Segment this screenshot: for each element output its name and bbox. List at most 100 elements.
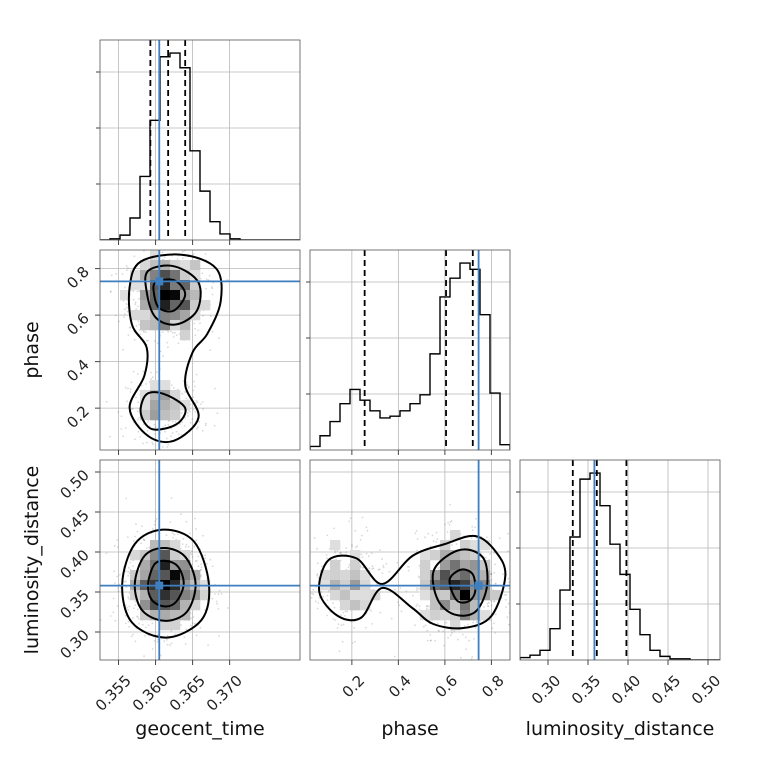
density-content <box>100 250 300 450</box>
scatter-point <box>109 435 111 438</box>
scatter-point <box>429 639 432 642</box>
scatter-point <box>317 576 320 579</box>
scatter-point <box>490 573 492 575</box>
density-bin <box>440 560 451 571</box>
scatter-point <box>154 433 156 436</box>
scatter-point <box>416 549 418 552</box>
scatter-point <box>190 624 193 627</box>
scatter-point <box>120 428 123 430</box>
scatter-point <box>143 330 146 333</box>
scatter-point <box>320 591 323 593</box>
scatter-point <box>486 602 489 605</box>
scatter-point <box>195 400 198 402</box>
scatter-point <box>368 567 371 570</box>
density-bin <box>440 570 451 581</box>
scatter-point <box>316 607 319 610</box>
scatter-point <box>175 538 178 541</box>
density-bin <box>150 540 161 551</box>
density-bin <box>150 390 161 401</box>
scatter-point <box>340 624 343 627</box>
scatter-point <box>127 570 130 573</box>
scatter-point <box>359 566 362 569</box>
density-bin <box>150 270 161 281</box>
scatter-point <box>361 556 364 558</box>
frame-hist-phase <box>309 249 511 451</box>
scatter-point <box>187 415 189 417</box>
scatter-point <box>140 542 143 545</box>
scatter-point <box>184 416 186 419</box>
density-bin <box>170 280 181 291</box>
scatter-point <box>204 554 206 557</box>
density-bin <box>160 550 171 561</box>
scatter-point <box>494 582 497 585</box>
scatter-point <box>180 513 183 516</box>
scatter-point <box>399 587 402 589</box>
scatter-point <box>206 562 208 565</box>
scatter-point <box>178 433 181 436</box>
density-bin <box>190 260 201 271</box>
scatter-point <box>185 520 188 523</box>
scatter-point <box>200 566 203 569</box>
scatter-point <box>187 545 190 548</box>
density-bin <box>420 610 431 621</box>
density-bin <box>130 270 141 281</box>
scatter-point <box>132 540 135 543</box>
scatter-point <box>398 604 400 607</box>
scatter-point <box>382 564 385 567</box>
hist-steps-phase <box>310 262 510 450</box>
scatter-point <box>205 278 208 281</box>
scatter-point <box>311 592 313 595</box>
scatter-point <box>118 320 120 323</box>
density-bin <box>160 540 171 551</box>
scatter-point <box>487 601 490 604</box>
scatter-point <box>129 326 132 329</box>
density-bin <box>140 410 151 421</box>
scatter-point <box>134 535 136 538</box>
scatter-point <box>218 635 220 637</box>
contour-level-0 <box>121 528 211 639</box>
scatter-point <box>503 594 506 596</box>
scatter-point <box>161 251 164 254</box>
density-bin <box>470 540 481 551</box>
ytick-label-phase-2: 0.6 <box>63 309 93 339</box>
scatter-point <box>451 544 453 546</box>
scatter-point <box>325 554 328 556</box>
contour-level-2 <box>448 568 477 604</box>
scatter-point <box>171 384 173 387</box>
scatter-point <box>117 411 120 413</box>
scatter-point <box>505 598 507 601</box>
scatter-point <box>202 314 204 317</box>
scatter-point <box>173 533 176 536</box>
scatter-point <box>209 349 211 351</box>
density-bin <box>470 560 481 571</box>
scatter-point <box>326 594 329 597</box>
scatter-point <box>187 387 190 389</box>
scatter-point <box>502 573 504 575</box>
scatter-point <box>370 610 372 612</box>
scatter-point <box>333 527 335 530</box>
scatter-point <box>197 329 200 331</box>
scatter-point <box>379 549 381 552</box>
scatter-point <box>183 425 186 427</box>
panels-layer <box>96 39 721 661</box>
scatter-point <box>197 426 199 429</box>
scatter-point <box>367 555 370 557</box>
scatter-point <box>204 609 207 611</box>
xtick-label-luminosity-distance-0: 0.30 <box>528 672 564 708</box>
scatter-point <box>493 600 496 602</box>
scatter-point <box>153 523 156 526</box>
scatter-point <box>141 525 143 528</box>
scatter-point <box>192 389 195 392</box>
scatter-point <box>135 324 138 327</box>
scatter-point <box>125 497 128 500</box>
density-bin <box>140 590 151 601</box>
scatter-point <box>143 539 146 542</box>
scatter-point <box>174 633 177 636</box>
scatter-point <box>338 552 341 555</box>
scatter-point <box>171 532 174 535</box>
scatter-point <box>351 642 354 644</box>
density-bin <box>480 610 491 621</box>
scatter-point <box>200 574 202 576</box>
scatter-point <box>360 553 363 556</box>
scatter-point <box>130 635 133 638</box>
